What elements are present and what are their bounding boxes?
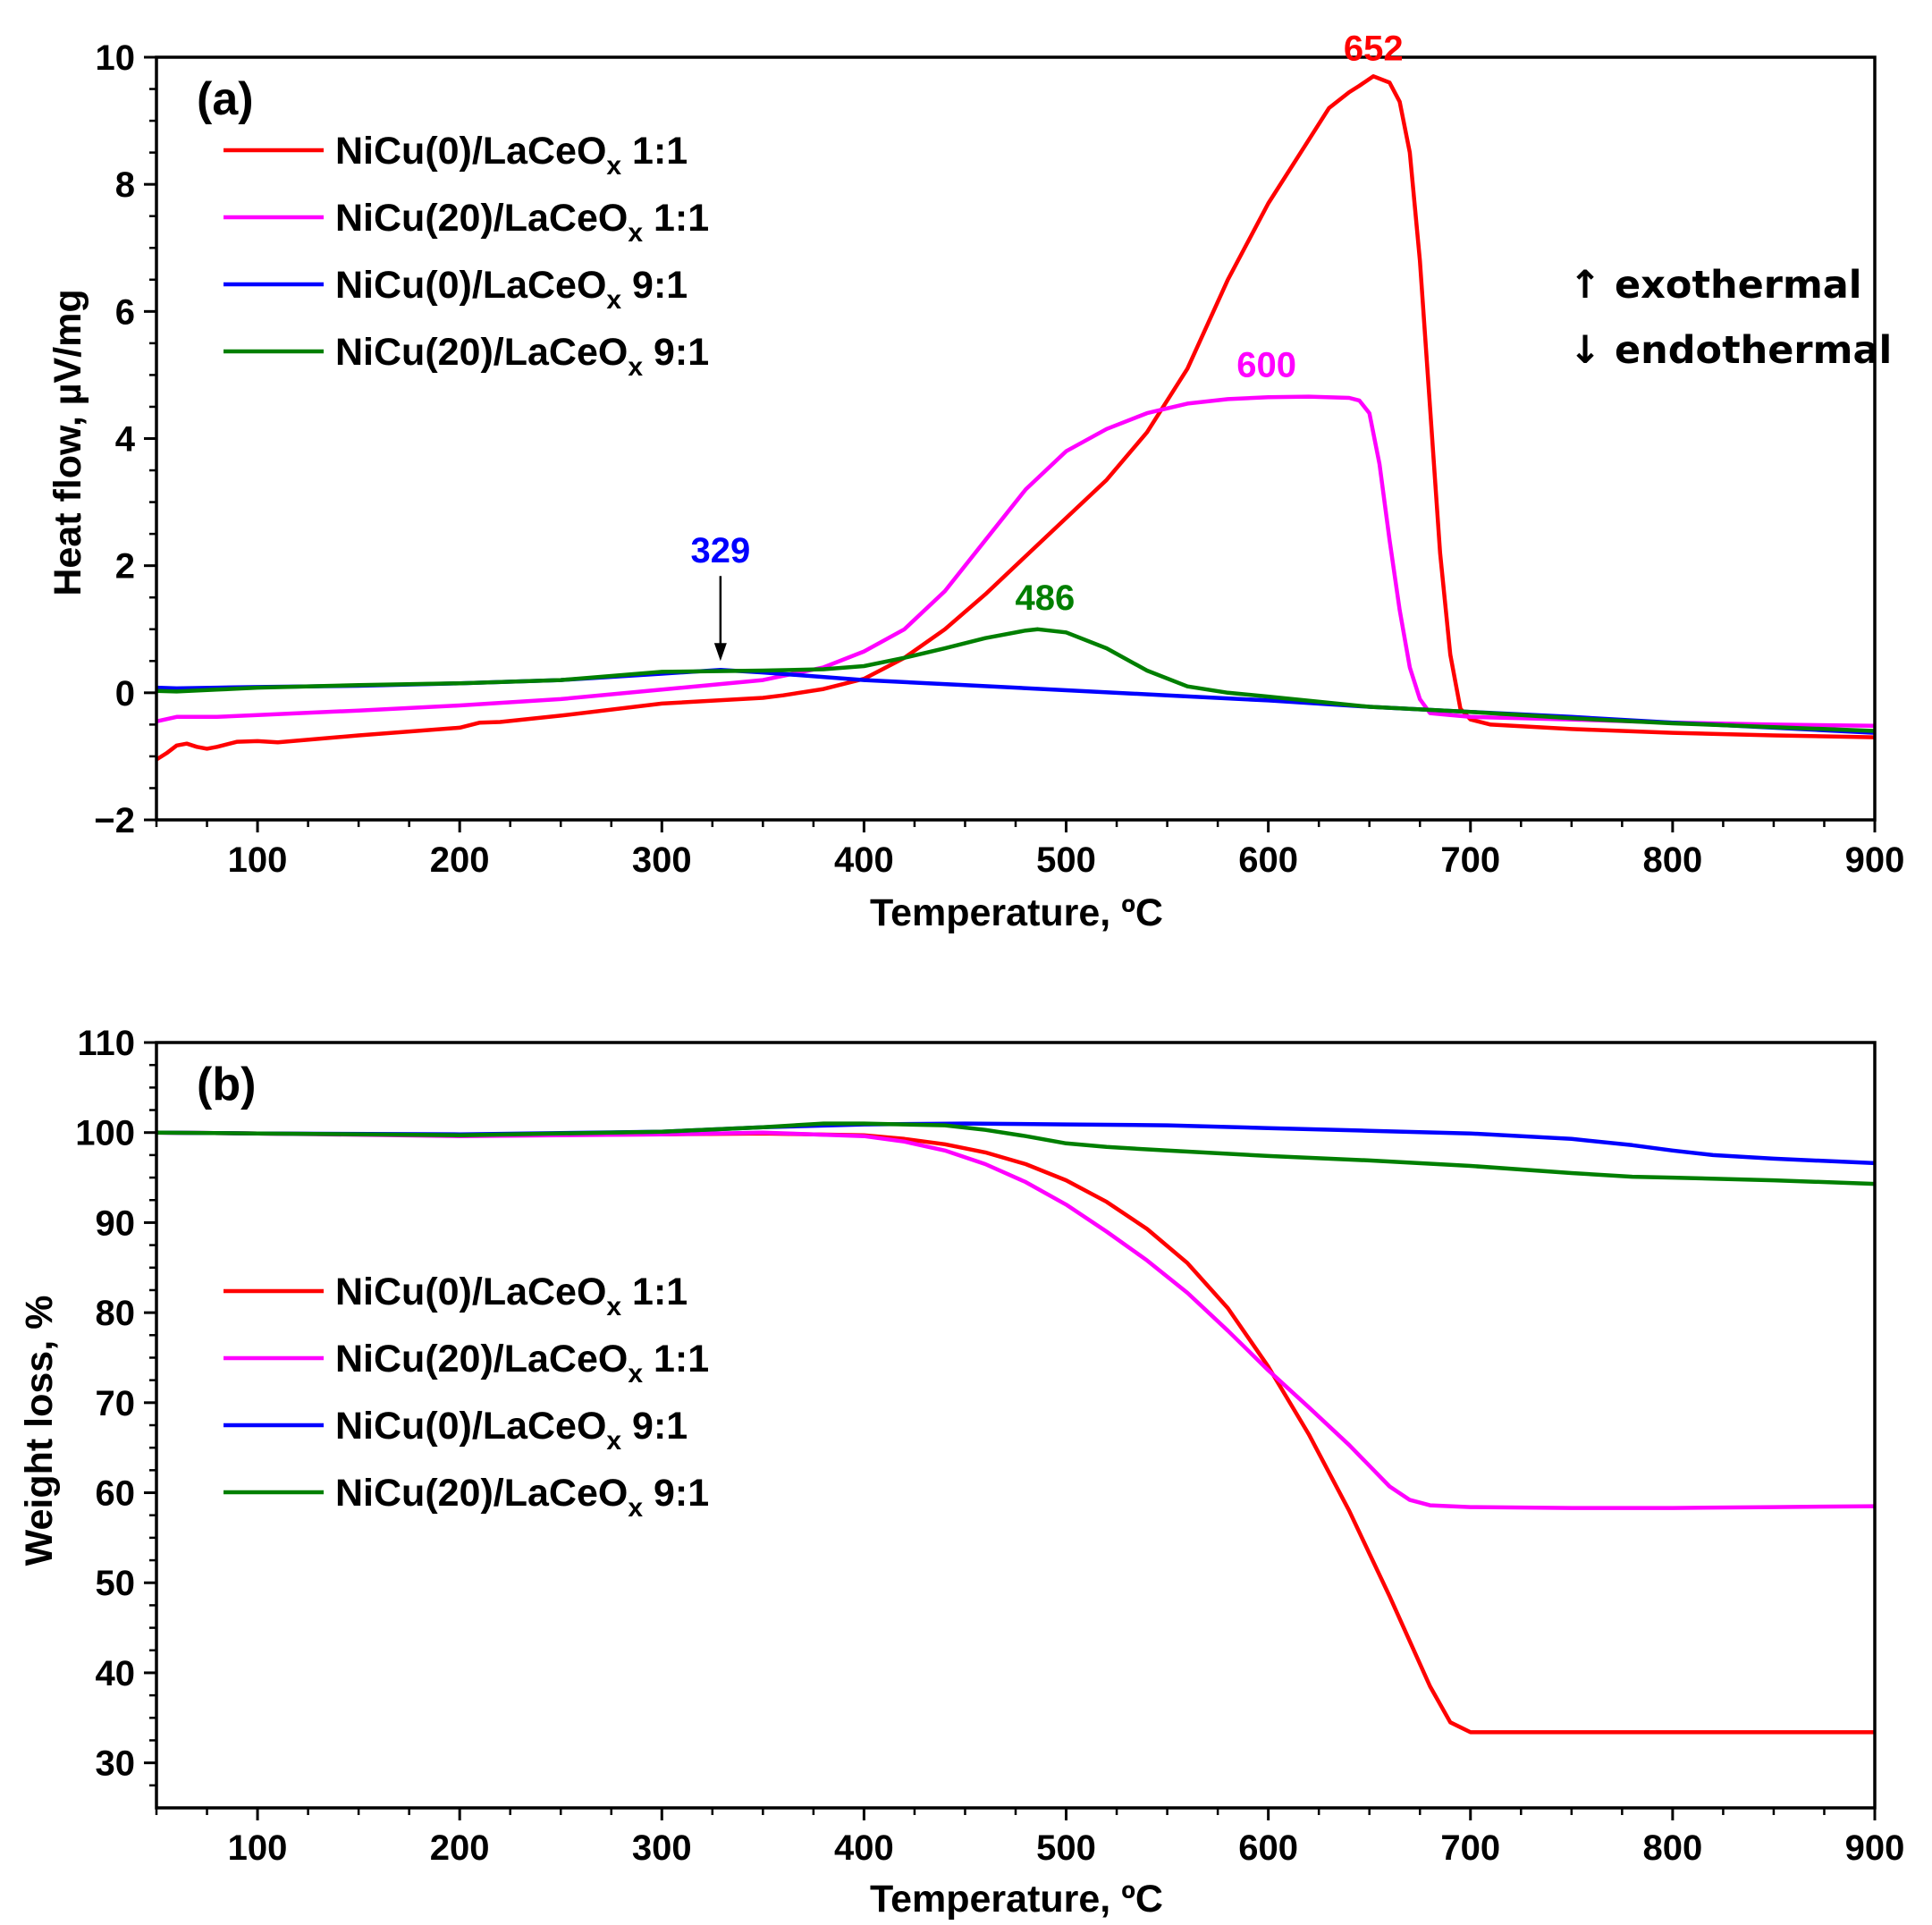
panel-a-series xyxy=(156,74,1875,762)
series-line-2 xyxy=(156,1130,1875,1510)
y-tick-label: 60 xyxy=(96,1474,136,1514)
legend-label: NiCu(20)/LaCeOx 1:1 xyxy=(335,197,709,248)
arrow-head xyxy=(713,643,727,662)
x-tick-label: 400 xyxy=(834,1828,894,1868)
panel-b-x-axis-title: Temperature, ºC xyxy=(870,1878,1163,1921)
legend-label: NiCu(0)/LaCeOx 9:1 xyxy=(335,264,688,315)
legend-label: NiCu(0)/LaCeOx 1:1 xyxy=(335,130,688,181)
panel-b-y-axis-title: Weight loss, % xyxy=(18,1296,61,1566)
y-tick-label: 0 xyxy=(115,674,135,713)
peak-label: 652 xyxy=(1344,29,1404,68)
x-tick-label: 200 xyxy=(430,840,490,880)
exothermal-note: ↑ exothermal xyxy=(1569,263,1862,308)
y-tick-label: 80 xyxy=(96,1294,136,1333)
y-tick-label: 30 xyxy=(96,1744,136,1784)
panel-b-weight-loss: 100 200 300 400 500 600 700 800 900 30 40 50 60 70 80 9… xyxy=(18,1024,1904,1921)
y-tick-label: 110 xyxy=(77,1024,135,1063)
y-tick-label: 10 xyxy=(96,38,136,78)
x-tick-label: 500 xyxy=(1036,1828,1096,1868)
legend-label: NiCu(20)/LaCeOx 1:1 xyxy=(335,1338,709,1389)
endothermal-note: ↓ endothermal xyxy=(1569,328,1892,373)
x-tick-label: 800 xyxy=(1643,840,1703,880)
y-tick-label: 70 xyxy=(96,1384,136,1423)
panel-a-peak-annotations: 652 600 329 486 xyxy=(690,29,1404,662)
peak-label: 486 xyxy=(1015,578,1075,618)
legend-label: NiCu(0)/LaCeOx 1:1 xyxy=(335,1271,688,1321)
panel-b-ticks: 100 200 300 400 500 600 700 800 900 30 40 50 60 70 80 9… xyxy=(75,1024,1904,1868)
y-tick-label: 40 xyxy=(96,1654,136,1693)
x-tick-label: 400 xyxy=(834,840,894,880)
y-tick-label: 50 xyxy=(96,1564,136,1603)
x-tick-label: 800 xyxy=(1643,1828,1703,1868)
x-tick-label: 300 xyxy=(632,840,692,880)
legend-label: NiCu(20)/LaCeOx 9:1 xyxy=(335,1472,709,1523)
x-tick-label: 700 xyxy=(1440,840,1500,880)
x-tick-label: 100 xyxy=(228,840,288,880)
legend-label: NiCu(0)/LaCeOx 9:1 xyxy=(335,1405,688,1456)
series-line-4 xyxy=(156,1121,1875,1186)
series-line-3 xyxy=(156,1121,1875,1166)
series-line-1 xyxy=(156,74,1875,762)
y-tick-label: −2 xyxy=(94,801,135,840)
panel-a-x-axis-title: Temperature, ºC xyxy=(870,891,1163,934)
panel-a-ticks: 100 200 300 400 500 600 700 800 900 −2 0 2 4 6 8 10 xyxy=(94,38,1904,880)
x-tick-label: 600 xyxy=(1238,1828,1298,1868)
peak-label: 329 xyxy=(690,531,750,570)
x-tick-label: 200 xyxy=(430,1828,490,1868)
x-tick-label: 300 xyxy=(632,1828,692,1868)
x-tick-label: 600 xyxy=(1238,840,1298,880)
panel-a-label: (a) xyxy=(197,73,254,125)
y-tick-label: 2 xyxy=(115,547,135,587)
legend-label: NiCu(20)/LaCeOx 9:1 xyxy=(335,331,709,382)
series-line-2 xyxy=(156,394,1875,729)
panel-a-legend: NiCu(0)/LaCeOx 1:1 NiCu(20)/LaCeOx 1:1 NiC… xyxy=(224,130,709,382)
panel-b-series xyxy=(156,1121,1875,1735)
y-tick-label: 6 xyxy=(115,292,135,332)
x-tick-label: 900 xyxy=(1845,840,1905,880)
x-tick-label: 500 xyxy=(1036,840,1096,880)
x-tick-label: 700 xyxy=(1440,1828,1500,1868)
y-tick-label: 4 xyxy=(115,420,136,460)
x-tick-label: 900 xyxy=(1845,1828,1905,1868)
panel-a-heat-flow: 100 200 300 400 500 600 700 800 900 −2 0 2 4 6 8 10 (a)… xyxy=(46,29,1904,934)
y-tick-label: 90 xyxy=(96,1203,136,1243)
x-tick-label: 100 xyxy=(228,1828,288,1868)
series-line-4 xyxy=(156,627,1875,733)
panel-b-label: (b) xyxy=(197,1059,256,1110)
y-tick-label: 8 xyxy=(115,165,135,205)
series-line-3 xyxy=(156,667,1875,735)
panel-b-legend: NiCu(0)/LaCeOx 1:1 NiCu(20)/LaCeOx 1:1 NiC… xyxy=(224,1271,709,1523)
panel-a-y-axis-title: Heat flow, µV/mg xyxy=(46,289,89,595)
y-tick-label: 100 xyxy=(75,1114,135,1153)
peak-label: 600 xyxy=(1236,346,1296,385)
